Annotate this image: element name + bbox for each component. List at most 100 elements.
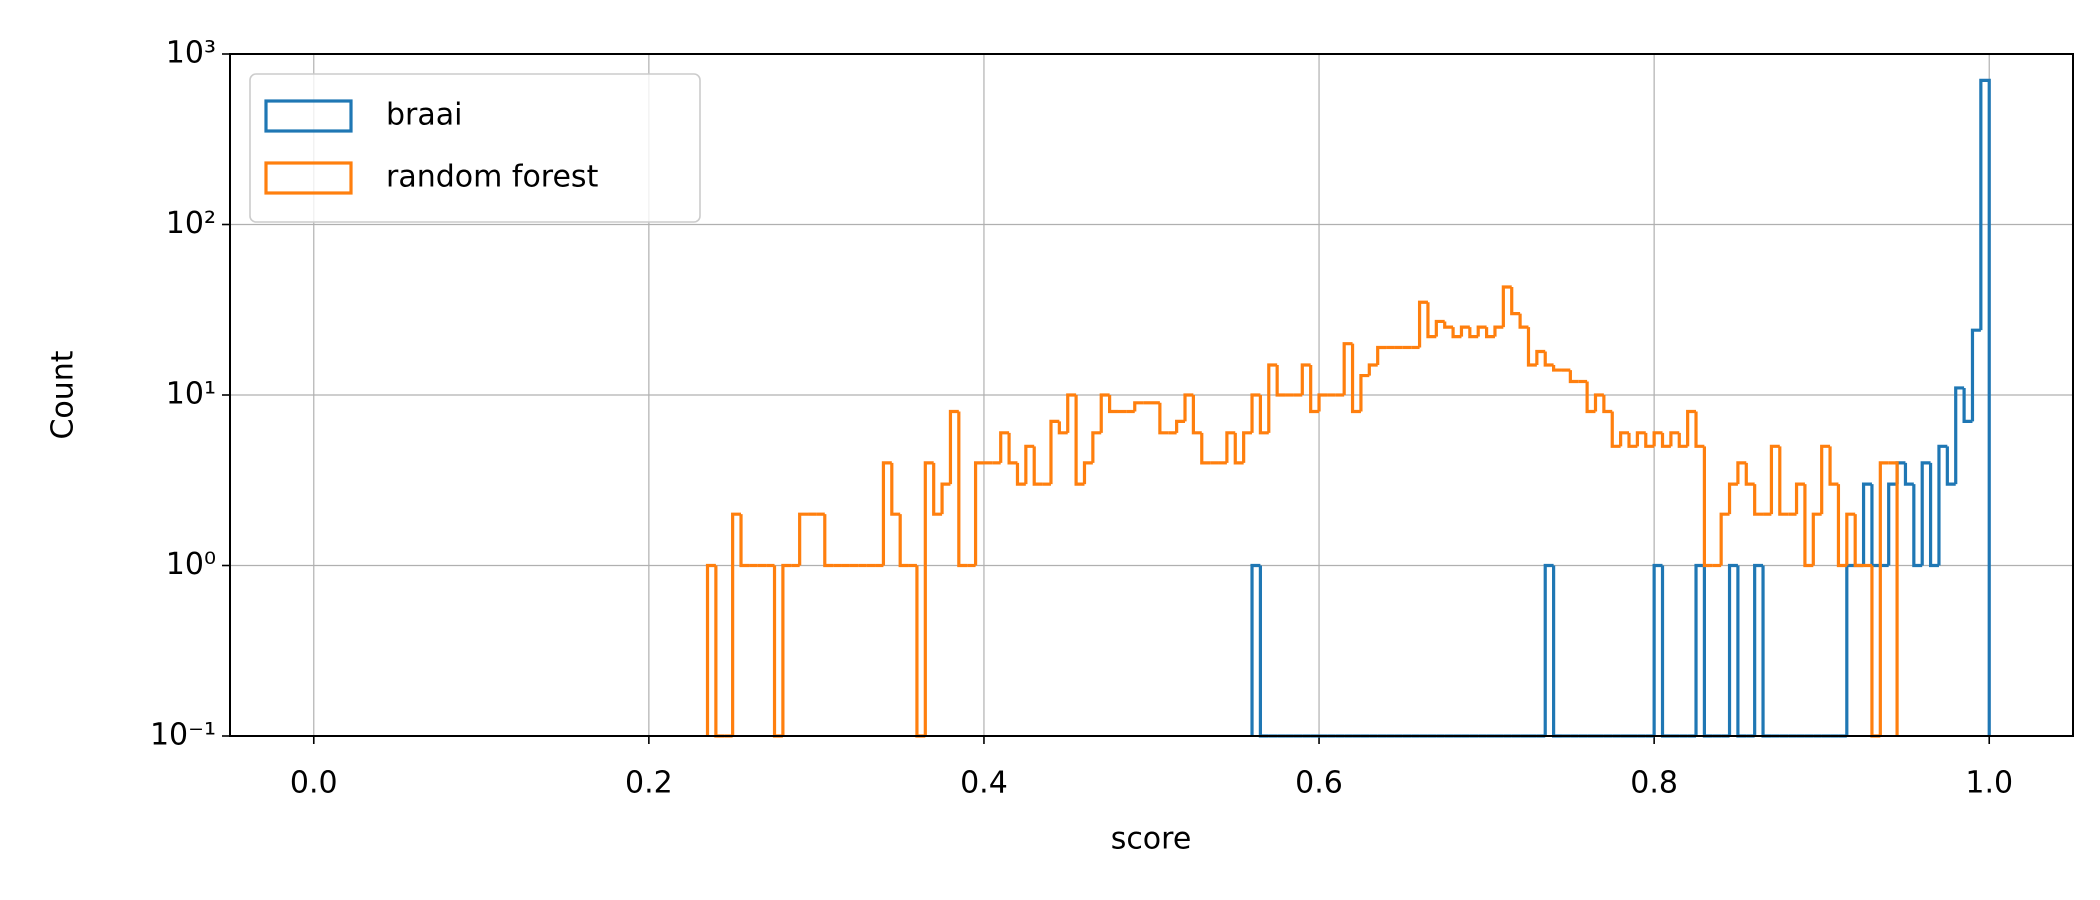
histogram-step xyxy=(1443,321,1454,329)
histogram-step xyxy=(1753,563,1764,736)
histogram-step xyxy=(890,462,901,516)
histogram-step xyxy=(1878,461,1889,736)
histogram-step xyxy=(1066,393,1077,433)
histogram-step xyxy=(1979,78,1991,736)
histogram-step xyxy=(948,409,959,485)
histogram-step xyxy=(731,512,742,736)
histogram-step xyxy=(1568,370,1579,384)
histogram-step xyxy=(1552,364,1562,372)
histogram-step xyxy=(1861,482,1872,566)
histogram-step xyxy=(1660,565,1671,738)
histogram-step xyxy=(1007,432,1018,465)
y-tick-label: 10¹ xyxy=(166,377,216,412)
x-tick-label: 0.4 xyxy=(960,766,1008,801)
plot-frame xyxy=(229,53,2074,737)
histogram-step xyxy=(1702,565,1713,738)
histogram-step xyxy=(1552,565,1562,738)
histogram-step xyxy=(1744,462,1755,486)
histogram-step xyxy=(1727,563,1738,736)
histogram-step xyxy=(1258,565,1269,738)
histogram-step xyxy=(1317,393,1328,412)
y-tick-label: 10² xyxy=(166,206,216,241)
histogram-step xyxy=(1158,402,1169,435)
histogram-step xyxy=(1183,393,1194,422)
histogram-step xyxy=(1535,349,1546,365)
histogram-step xyxy=(923,461,934,736)
histogram-step xyxy=(1175,419,1186,433)
legend-label: random forest xyxy=(386,160,599,195)
histogram-step xyxy=(1845,512,1856,566)
histogram-step xyxy=(1200,432,1211,465)
histogram-step xyxy=(781,563,792,736)
histogram-step xyxy=(932,462,943,516)
legend-label: braai xyxy=(386,98,462,133)
histogram-step xyxy=(705,563,716,736)
histogram-step xyxy=(1627,432,1638,448)
histogram-step xyxy=(1928,462,1939,568)
histogram-step xyxy=(1518,313,1529,329)
histogram-step xyxy=(1024,444,1035,485)
histogram-step xyxy=(1803,484,1814,568)
histogram-step xyxy=(1267,363,1278,433)
histogram-step xyxy=(1702,446,1713,568)
histogram-step xyxy=(1057,421,1068,435)
histogram-step xyxy=(1484,327,1495,339)
histogram-step xyxy=(1191,395,1202,435)
histogram-step xyxy=(1845,563,1856,736)
histogram-step xyxy=(1032,446,1043,486)
histogram-step xyxy=(1888,461,1899,736)
histogram-step xyxy=(1275,364,1286,397)
histogram-step xyxy=(1451,327,1462,339)
histogram-step xyxy=(1074,395,1085,486)
histogram-step xyxy=(1082,461,1093,485)
histogram-step xyxy=(1376,345,1387,365)
histogram-step xyxy=(1719,512,1730,566)
histogram-step xyxy=(1300,363,1311,395)
histogram-step xyxy=(1602,395,1613,414)
histogram-step xyxy=(973,461,984,566)
histogram-step xyxy=(1258,395,1269,435)
histogram-step xyxy=(1853,514,1864,568)
histogram-step xyxy=(1836,484,1847,568)
histogram-step xyxy=(957,411,968,568)
x-tick-label: 0.2 xyxy=(625,766,673,801)
legend-swatch xyxy=(264,161,353,195)
histogram-step xyxy=(1669,431,1680,447)
histogram-step xyxy=(1920,461,1931,566)
histogram-step xyxy=(1794,482,1805,515)
histogram-step xyxy=(1686,409,1697,447)
histogram-step xyxy=(1828,446,1839,486)
histogram-step xyxy=(1652,431,1663,447)
histogram-step xyxy=(1468,327,1479,339)
y-tick-label: 10⁰ xyxy=(166,547,216,582)
x-tick-label: 0.6 xyxy=(1295,766,1343,801)
histogram-step xyxy=(1426,302,1437,339)
histogram-step xyxy=(1350,343,1361,414)
histogram-step xyxy=(1970,328,1981,422)
legend-box xyxy=(249,73,701,223)
histogram-step xyxy=(1887,482,1898,566)
histogram-step xyxy=(1761,565,1772,738)
histogram-step xyxy=(1593,393,1604,412)
histogram-step xyxy=(898,514,909,568)
histogram-step xyxy=(714,565,725,738)
histogram-step xyxy=(1727,482,1738,515)
histogram-step xyxy=(1543,351,1554,367)
histogram-step xyxy=(739,514,750,568)
histogram-step xyxy=(1694,411,1705,448)
histogram-step xyxy=(1753,484,1764,516)
histogram-step xyxy=(1937,444,1948,566)
y-tick-label: 10³ xyxy=(166,36,216,71)
histogram-step xyxy=(881,461,892,566)
histogram-step xyxy=(999,431,1010,463)
histogram-step xyxy=(1250,563,1261,736)
x-tick-label: 0.8 xyxy=(1630,766,1678,801)
histogram-step xyxy=(1694,563,1705,736)
histogram-step xyxy=(1610,411,1621,448)
histogram-step xyxy=(940,482,951,515)
histogram-step xyxy=(1493,325,1504,337)
histogram-step xyxy=(1736,565,1747,738)
histogram-step xyxy=(1015,462,1026,486)
histogram-step xyxy=(1769,444,1780,515)
